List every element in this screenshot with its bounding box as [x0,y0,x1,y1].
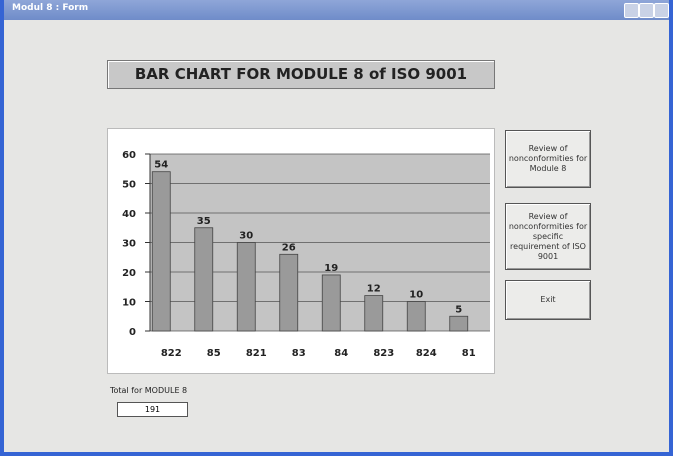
data-label: 5 [455,304,462,315]
minimize-button[interactable] [624,3,639,18]
data-label: 35 [197,216,211,227]
x-tick-label: 822 [161,348,182,359]
title-bar: Modul 8 : Form [4,0,669,20]
x-tick-label: 83 [292,348,306,359]
bar [321,274,341,332]
y-tick-label: 30 [122,239,136,250]
bar [279,253,299,332]
data-label: 54 [154,160,168,171]
total-value: 191 [117,402,188,417]
maximize-button[interactable] [639,3,654,18]
y-tick-label: 0 [129,327,136,338]
review-requirement-button[interactable]: Review of nonconformities for specific r… [505,203,591,270]
close-button[interactable] [654,3,669,18]
window: Modul 8 : Form BAR CHART FOR MODULE 8 of… [4,0,669,452]
window-title: Modul 8 : Form [12,3,89,13]
bar [151,171,171,332]
y-tick-label: 50 [122,180,136,191]
x-tick-label: 821 [246,348,267,359]
chart: 0 10 20 30 40 50 60 822 54 85 35 821 30 83 26 84 19 823 12… [122,150,490,359]
bar [236,242,256,332]
x-tick-label: 824 [416,348,437,359]
bar [406,301,426,332]
chart-box: 0 10 20 30 40 50 60 822 54 85 35 821 30 83 26 84 19 823 12… [107,128,495,374]
y-tick-label: 20 [122,268,136,279]
review-module-button[interactable]: Review of nonconformities for Module 8 [505,130,591,188]
data-label: 26 [282,242,296,253]
x-tick-label: 81 [462,348,476,359]
x-tick-label: 84 [334,348,348,359]
x-tick-label: 85 [207,348,221,359]
y-tick-label: 40 [122,209,136,220]
total-label: Total for MODULE 8 [110,386,188,395]
y-tick-label: 60 [122,150,136,161]
bar [194,227,214,332]
data-label: 12 [367,284,381,295]
data-label: 19 [324,263,338,274]
data-label: 30 [239,231,253,242]
data-label: 10 [409,290,423,301]
heading: BAR CHART FOR MODULE 8 of ISO 9001 [107,60,495,89]
bar [364,295,384,332]
bar [449,315,469,332]
y-tick-label: 10 [122,298,136,309]
x-tick-label: 823 [373,348,394,359]
exit-button[interactable]: Exit [505,280,591,320]
